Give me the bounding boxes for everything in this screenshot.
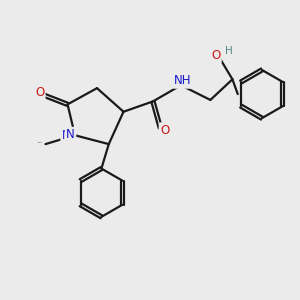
Text: O: O bbox=[160, 124, 169, 137]
Text: NH: NH bbox=[174, 74, 191, 87]
Text: O: O bbox=[211, 49, 220, 62]
Text: O: O bbox=[35, 86, 44, 99]
Text: H: H bbox=[225, 46, 232, 56]
Text: methyl: methyl bbox=[38, 142, 43, 143]
Text: N: N bbox=[66, 128, 75, 141]
Text: N: N bbox=[62, 129, 70, 142]
